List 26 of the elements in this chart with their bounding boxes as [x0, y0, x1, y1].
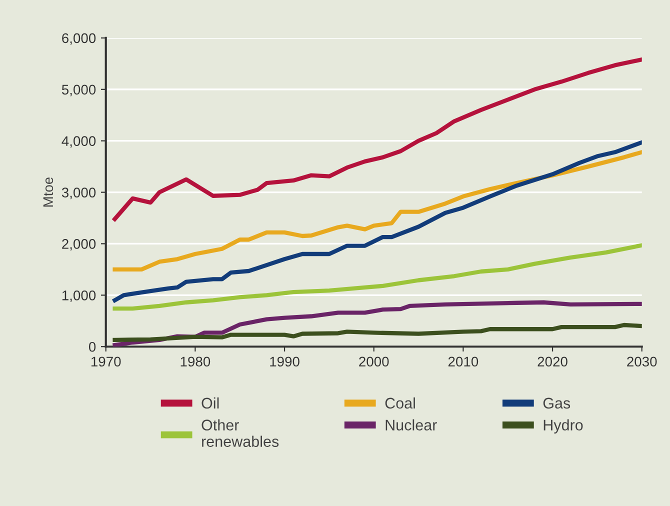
x-tick-label: 1970	[91, 356, 121, 367]
x-tick-label: 1980	[180, 356, 210, 367]
line-series	[112, 140, 642, 302]
x-tick-label: 1990	[270, 356, 300, 367]
legend-label: Other renewables	[202, 419, 279, 447]
y-tick-label: 5,000	[62, 84, 96, 96]
y-axis-title: Mtoe	[43, 177, 54, 207]
y-tick-label: 3,000	[62, 188, 96, 200]
legend-label: Coal	[385, 397, 415, 409]
y-tick-label: 2,000	[62, 239, 96, 251]
x-tick-label: 2030	[627, 356, 657, 367]
legend-label: Nuclear	[386, 419, 437, 430]
x-tick-label: 2020	[538, 356, 568, 367]
line-series	[112, 57, 642, 222]
line-series	[112, 243, 642, 311]
line-series	[112, 322, 642, 342]
legend-label: Oil	[202, 397, 219, 409]
x-tick-label: 2000	[359, 356, 389, 367]
y-tick-label: 6,000	[62, 33, 96, 45]
y-tick-label: 4,000	[62, 136, 96, 148]
x-tick-label: 2010	[448, 356, 478, 367]
line-series	[112, 150, 642, 272]
y-tick-label: 1,000	[62, 290, 96, 302]
y-tick-label: 0	[88, 342, 96, 352]
legend-label: Hydro	[544, 419, 583, 434]
legend-label: Gas	[543, 398, 570, 409]
